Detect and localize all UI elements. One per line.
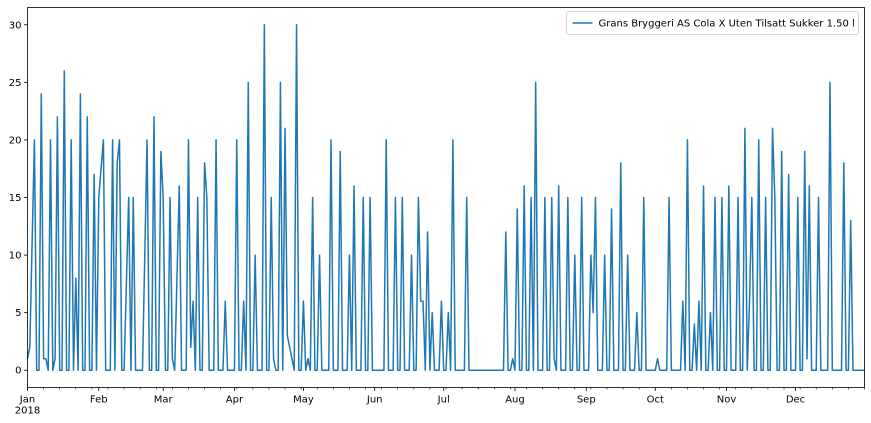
legend-box — [566, 11, 859, 35]
y-tick-label: 25 — [9, 78, 22, 89]
x-tick-label: Apr — [226, 395, 244, 406]
x-tick-label: Nov — [717, 395, 737, 406]
y-axis: 0 5 10 15 20 25 30 — [9, 20, 28, 377]
x-tick-label: Aug — [505, 395, 525, 406]
y-tick-label: 0 — [15, 366, 21, 377]
legend: Grans Bryggeri AS Cola X Uten Tilsatt Su… — [566, 11, 859, 35]
y-tick-label: 30 — [9, 20, 22, 31]
y-tick-label: 5 — [15, 308, 21, 319]
x-tick-label: Sep — [577, 395, 596, 406]
x-tick-label: Jun — [366, 395, 383, 406]
x-tick-label: Feb — [90, 395, 108, 406]
x-tick-label: Jul — [437, 395, 450, 406]
x-tick-label: Oct — [647, 395, 664, 406]
y-tick-label: 10 — [9, 251, 22, 262]
y-tick-label: 20 — [9, 135, 22, 146]
x-tick-label: Dec — [786, 395, 805, 406]
x-tick-label: May — [293, 395, 314, 406]
legend-label: Grans Bryggeri AS Cola X Uten Tilsatt Su… — [599, 19, 855, 30]
x-tick-label: Mar — [154, 395, 174, 406]
x-tick-sublabel: 2018 — [15, 406, 40, 417]
series-line-0 — [26, 24, 865, 371]
x-tick-label: Jan — [19, 395, 35, 406]
y-tick-label: 15 — [9, 193, 22, 204]
